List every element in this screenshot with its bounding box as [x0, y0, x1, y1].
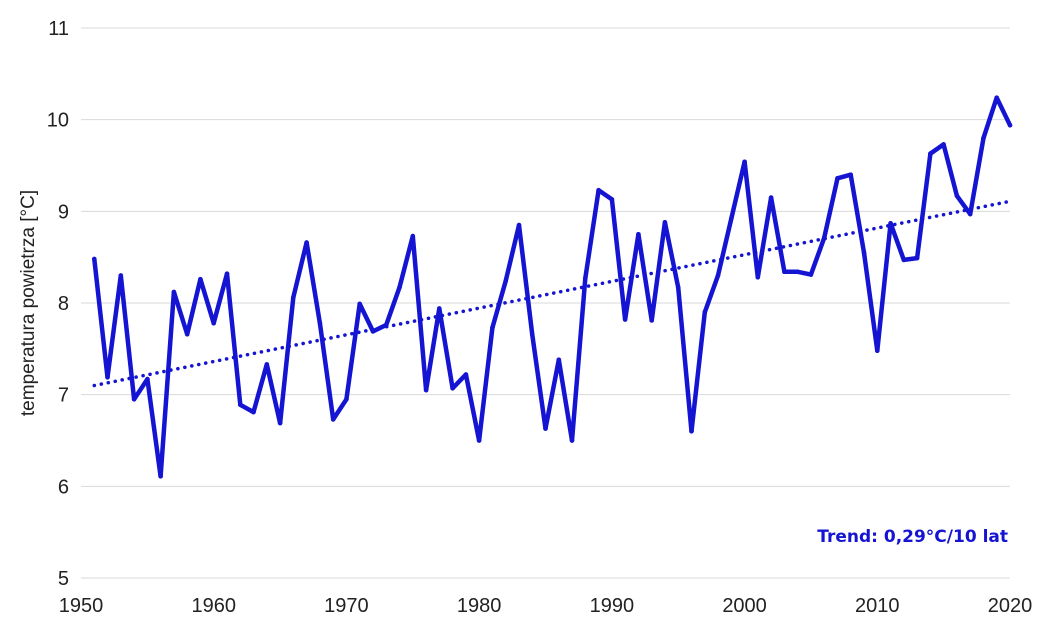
data-point	[516, 222, 522, 228]
data-point	[875, 348, 880, 354]
data-point	[251, 409, 256, 415]
data-point	[914, 255, 920, 261]
x-tick-label: 1950	[59, 595, 104, 617]
data-point	[184, 331, 190, 337]
data-point	[702, 309, 708, 315]
data-point	[463, 372, 469, 377]
data-point	[423, 387, 429, 393]
data-point	[543, 426, 548, 431]
data-point	[397, 285, 402, 290]
gridlines	[81, 27, 1010, 579]
x-tick-label: 1960	[191, 595, 236, 617]
x-tick-label: 1980	[457, 595, 502, 617]
x-tick-label: 2020	[988, 595, 1033, 617]
data-point	[861, 250, 867, 255]
data-point	[609, 197, 615, 202]
data-point	[158, 474, 163, 479]
data-point	[795, 269, 800, 275]
data-point	[437, 306, 442, 311]
x-tick-label: 1990	[590, 595, 635, 617]
data-point	[476, 438, 482, 443]
data-point	[291, 295, 296, 300]
data-point	[118, 273, 124, 278]
data-point	[808, 272, 814, 277]
data-point	[821, 235, 827, 241]
y-tick-label: 7	[58, 385, 69, 407]
data-point	[662, 220, 668, 225]
data-points	[92, 95, 1013, 479]
data-point	[981, 135, 986, 141]
data-point	[450, 386, 455, 391]
data-point	[755, 275, 761, 280]
data-point	[410, 233, 416, 239]
data-point	[198, 276, 203, 282]
y-tick-label: 10	[47, 110, 69, 132]
data-point	[556, 357, 562, 363]
y-tick-label: 6	[58, 476, 69, 498]
data-point	[224, 271, 230, 277]
data-point	[848, 172, 853, 177]
data-point	[344, 397, 349, 402]
data-point	[1007, 122, 1013, 128]
data-point	[675, 285, 681, 290]
data-point	[92, 256, 97, 262]
data-point	[529, 331, 535, 337]
data-point	[277, 420, 283, 426]
data-point	[596, 187, 601, 193]
data-point	[238, 402, 243, 408]
data-point	[171, 289, 177, 295]
data-point	[636, 232, 641, 237]
y-tick-label: 9	[58, 201, 69, 223]
data-point	[835, 176, 840, 181]
data-point	[768, 195, 774, 200]
data-point	[954, 193, 960, 199]
temperature-line	[92, 95, 1013, 479]
data-point	[782, 269, 787, 275]
y-tick-label: 5	[58, 568, 69, 590]
data-point	[888, 221, 893, 226]
data-point	[622, 317, 628, 322]
data-point	[967, 211, 973, 217]
data-point	[383, 322, 389, 328]
data-point	[729, 216, 734, 221]
data-point	[503, 278, 509, 284]
data-point	[370, 329, 376, 334]
data-point	[649, 318, 654, 323]
data-point	[304, 240, 309, 245]
x-axis-ticks: 1950 1960 1970 1980 1990 2000 2010 2020	[59, 595, 1033, 617]
x-tick-label: 1970	[324, 595, 369, 617]
data-point	[357, 301, 363, 307]
data-point	[994, 95, 999, 100]
data-point	[569, 438, 575, 443]
data-point	[264, 362, 270, 367]
data-point	[901, 257, 907, 263]
y-axis-ticks: 5 6 7 8 9 10 11	[47, 18, 69, 590]
data-point	[317, 320, 323, 326]
trend-annotation: Trend: 0,29°C/10 lat	[817, 527, 1008, 547]
data-point	[689, 429, 694, 434]
y-tick-label: 11	[48, 18, 69, 40]
y-tick-label: 8	[58, 293, 69, 315]
data-point	[742, 159, 747, 165]
data-point	[145, 376, 150, 382]
data-point	[131, 397, 137, 402]
trend-line	[92, 199, 1012, 388]
data-point	[941, 142, 946, 147]
data-point	[928, 151, 933, 156]
data-point	[490, 325, 495, 331]
data-point	[330, 417, 336, 422]
data-point	[105, 375, 110, 380]
x-tick-label: 2000	[722, 595, 767, 617]
data-point	[583, 276, 588, 281]
y-axis-label: temperatura powietrza [°C]	[18, 190, 39, 416]
data-point	[715, 273, 721, 278]
x-tick-label: 2010	[855, 595, 900, 617]
data-point	[211, 320, 216, 326]
